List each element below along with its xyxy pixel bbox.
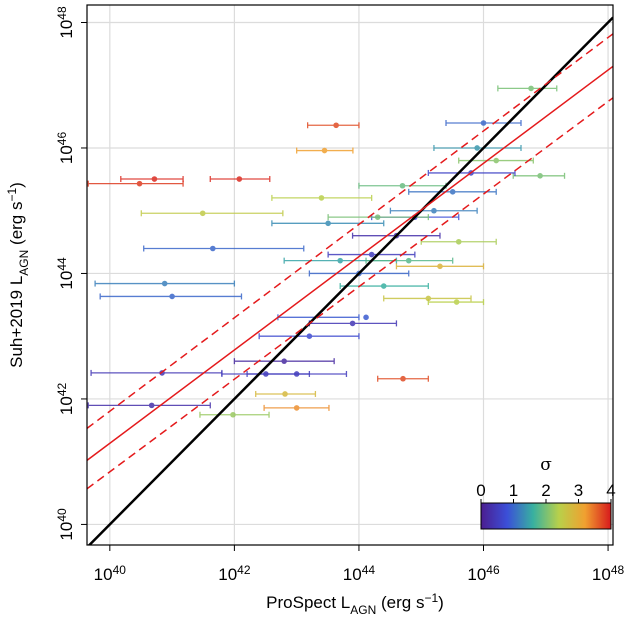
y-tick-label: 1046​ bbox=[55, 132, 76, 165]
point bbox=[480, 120, 487, 126]
fit-line bbox=[87, 97, 613, 490]
point bbox=[431, 207, 437, 214]
point bbox=[405, 257, 412, 264]
error-point bbox=[512, 172, 566, 179]
y-axis-label: Suh+2019 LAGN (erg s−1) bbox=[5, 182, 31, 368]
point bbox=[528, 85, 534, 92]
point bbox=[455, 238, 462, 245]
plot-frame bbox=[86, 4, 614, 546]
point bbox=[493, 157, 500, 164]
point bbox=[209, 245, 216, 252]
point bbox=[236, 176, 243, 182]
colorbar-tick-label: 3 bbox=[574, 481, 583, 500]
point bbox=[380, 283, 387, 289]
error-point bbox=[408, 188, 497, 195]
colorbar-label: σ bbox=[540, 455, 552, 475]
error-point bbox=[143, 245, 305, 252]
point bbox=[230, 411, 236, 418]
x-tick-label: 1044​ bbox=[343, 563, 376, 584]
point bbox=[453, 299, 460, 305]
colorbar-tick-label: 4 bbox=[606, 481, 615, 500]
point bbox=[282, 391, 288, 397]
x-axis-label: ProSpect LAGN (erg s−1) bbox=[266, 591, 444, 617]
y-tick-label: 1040​ bbox=[55, 508, 76, 541]
point bbox=[263, 371, 269, 377]
point bbox=[325, 220, 331, 227]
point bbox=[368, 251, 375, 258]
point bbox=[321, 147, 328, 154]
colorbar-tick-label: 0 bbox=[476, 481, 485, 500]
error-point bbox=[420, 238, 497, 245]
point bbox=[148, 402, 155, 409]
colorbar-tick-label: 2 bbox=[541, 481, 550, 500]
y-tick-label: 1042​ bbox=[55, 382, 76, 415]
error-point bbox=[296, 147, 354, 154]
error-point bbox=[87, 180, 184, 187]
error-point bbox=[99, 293, 243, 300]
point bbox=[161, 280, 168, 287]
y-tick-label: 1048​ bbox=[55, 6, 76, 39]
error-point bbox=[308, 320, 398, 327]
point bbox=[425, 295, 432, 302]
y-tick-label: 1044​ bbox=[55, 257, 76, 290]
error-point bbox=[358, 182, 447, 189]
fit-line bbox=[87, 65, 613, 461]
error-point bbox=[427, 299, 485, 306]
error-point bbox=[87, 402, 211, 409]
x-tick-label: 1040​ bbox=[94, 563, 127, 584]
error-point bbox=[255, 390, 317, 397]
x-tick-label: 1046​ bbox=[467, 563, 500, 584]
point bbox=[281, 358, 287, 364]
point bbox=[400, 375, 406, 382]
error-point bbox=[233, 358, 335, 365]
x-tick-label: 1048​ bbox=[592, 563, 625, 584]
error-point bbox=[221, 370, 311, 377]
error-point bbox=[271, 220, 385, 227]
error-point bbox=[199, 411, 270, 418]
error-point bbox=[120, 176, 184, 183]
point bbox=[293, 405, 300, 411]
error-point bbox=[327, 251, 416, 258]
x-tick-label: 1042​ bbox=[218, 563, 251, 584]
point bbox=[399, 182, 406, 189]
point bbox=[363, 314, 369, 321]
colorbar-tick-label: 1 bbox=[509, 481, 518, 500]
error-point bbox=[94, 280, 236, 287]
fit-line bbox=[87, 33, 613, 429]
colorbar bbox=[480, 502, 612, 530]
point bbox=[349, 320, 356, 327]
error-point bbox=[377, 375, 429, 382]
point bbox=[337, 257, 343, 264]
error-point bbox=[433, 144, 522, 151]
error-point bbox=[140, 210, 284, 217]
fit-line bbox=[87, 16, 613, 545]
point bbox=[474, 145, 480, 151]
point bbox=[333, 122, 339, 129]
error-point bbox=[271, 194, 373, 201]
point bbox=[374, 214, 381, 220]
error-point bbox=[277, 314, 369, 321]
error-point bbox=[383, 295, 472, 302]
error-point bbox=[395, 263, 485, 270]
error-point bbox=[306, 122, 360, 129]
error-point bbox=[339, 283, 429, 290]
point bbox=[199, 210, 206, 217]
error-point bbox=[258, 333, 360, 340]
point bbox=[136, 180, 143, 187]
point bbox=[151, 176, 158, 182]
error-point bbox=[90, 369, 223, 376]
error-point bbox=[209, 176, 271, 183]
point bbox=[437, 263, 443, 270]
error-point bbox=[497, 85, 558, 92]
error-point bbox=[389, 207, 478, 214]
point bbox=[306, 333, 313, 340]
point bbox=[169, 293, 175, 300]
point bbox=[318, 195, 325, 201]
error-point bbox=[263, 404, 330, 411]
plot-area bbox=[87, 16, 613, 545]
error-point bbox=[365, 257, 454, 264]
point bbox=[537, 173, 543, 179]
point bbox=[449, 189, 456, 195]
